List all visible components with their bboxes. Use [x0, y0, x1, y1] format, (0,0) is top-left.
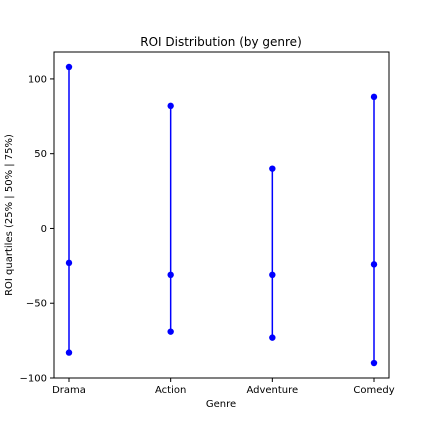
- y-tick-label: 100: [28, 74, 47, 85]
- y-axis: −100 −50 0 50 100: [20, 74, 54, 385]
- quartile-point-q75: [269, 165, 276, 172]
- quartile-point-q75: [167, 102, 174, 110]
- y-tick-label: −100: [20, 374, 47, 385]
- quartile-point-q50: [269, 271, 276, 279]
- x-axis-label: Genre: [206, 399, 236, 410]
- y-tick-label: 50: [34, 149, 47, 160]
- quartile-point-q50: [370, 261, 378, 268]
- chart-title: ROI Distribution (by genre): [140, 35, 302, 49]
- quartile-point-q50: [167, 271, 174, 279]
- quartile-point-q75: [65, 63, 73, 71]
- x-axis: Drama Action Adventure Comedy: [52, 378, 395, 396]
- quartile-point-q50: [65, 259, 73, 267]
- plot-area: [53, 51, 390, 379]
- quartile-point-q25: [65, 349, 73, 356]
- x-tick-label: Action: [155, 385, 186, 396]
- quartile-point-q75: [370, 93, 378, 101]
- quartile-point-q25: [167, 328, 174, 335]
- y-tick-label: −50: [26, 299, 47, 310]
- x-tick-label: Drama: [52, 385, 86, 396]
- quartile-point-q25: [370, 359, 378, 367]
- x-tick-label: Comedy: [353, 385, 394, 396]
- quartile-point-q25: [269, 334, 276, 341]
- data-marks: [65, 63, 378, 367]
- x-tick-label: Adventure: [246, 385, 298, 396]
- y-tick-label: 0: [41, 224, 47, 235]
- y-axis-label: ROI quartiles (25% | 50% | 75%): [4, 134, 15, 296]
